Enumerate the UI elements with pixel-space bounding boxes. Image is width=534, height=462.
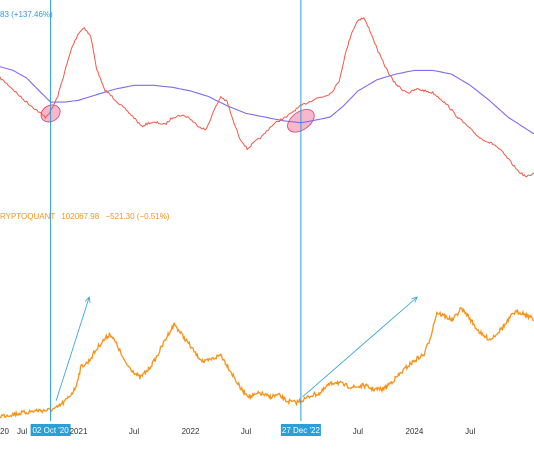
x-tick-label: Jul xyxy=(129,427,139,436)
price-line xyxy=(0,306,534,419)
x-tick-label: Jul xyxy=(353,427,363,436)
legend-source: RYPTOQUANT xyxy=(0,212,55,221)
metric-line xyxy=(0,17,534,178)
legend-change: −521.30 (−0.51%) xyxy=(105,212,169,221)
x-tick-label: 20 xyxy=(0,427,9,436)
lower-pane-legend: RYPTOQUANT 102067.98 −521.30 (−0.51%) xyxy=(0,212,170,221)
trend-arrow-head xyxy=(411,296,418,303)
x-tick-label: Jul xyxy=(241,427,251,436)
upper-pane-legend: 83 (+137.46%) xyxy=(0,10,53,19)
x-tick-label: 2022 xyxy=(182,427,200,436)
lower-pane: RYPTOQUANT 102067.98 −521.30 (−0.51%) xyxy=(0,212,534,419)
legend-value: 102067.98 xyxy=(61,212,99,221)
trend-arrows xyxy=(55,296,418,401)
date-markers: 02 Oct '20 27 Dec '22 xyxy=(30,0,321,436)
x-axis: 20 Jul 2021 Jul 2022 Jul Jul 2024 Jul xyxy=(0,427,476,436)
date-marker-label: 27 Dec '22 xyxy=(282,426,321,435)
date-marker-label-bg xyxy=(30,424,71,436)
trend-arrow-line xyxy=(55,296,90,401)
date-marker-label-bg xyxy=(280,424,321,436)
moving-average-line xyxy=(0,66,534,135)
x-tick-label: 2024 xyxy=(406,427,424,436)
date-marker-label: 02 Oct '20 xyxy=(32,426,69,435)
upper-pane: 83 (+137.46%) xyxy=(0,10,534,178)
x-tick-label: Jul xyxy=(17,427,27,436)
x-tick-label: 2021 xyxy=(70,427,88,436)
trend-arrow-line xyxy=(302,296,418,398)
trend-arrow-head xyxy=(84,296,91,304)
x-tick-label: Jul xyxy=(465,427,475,436)
